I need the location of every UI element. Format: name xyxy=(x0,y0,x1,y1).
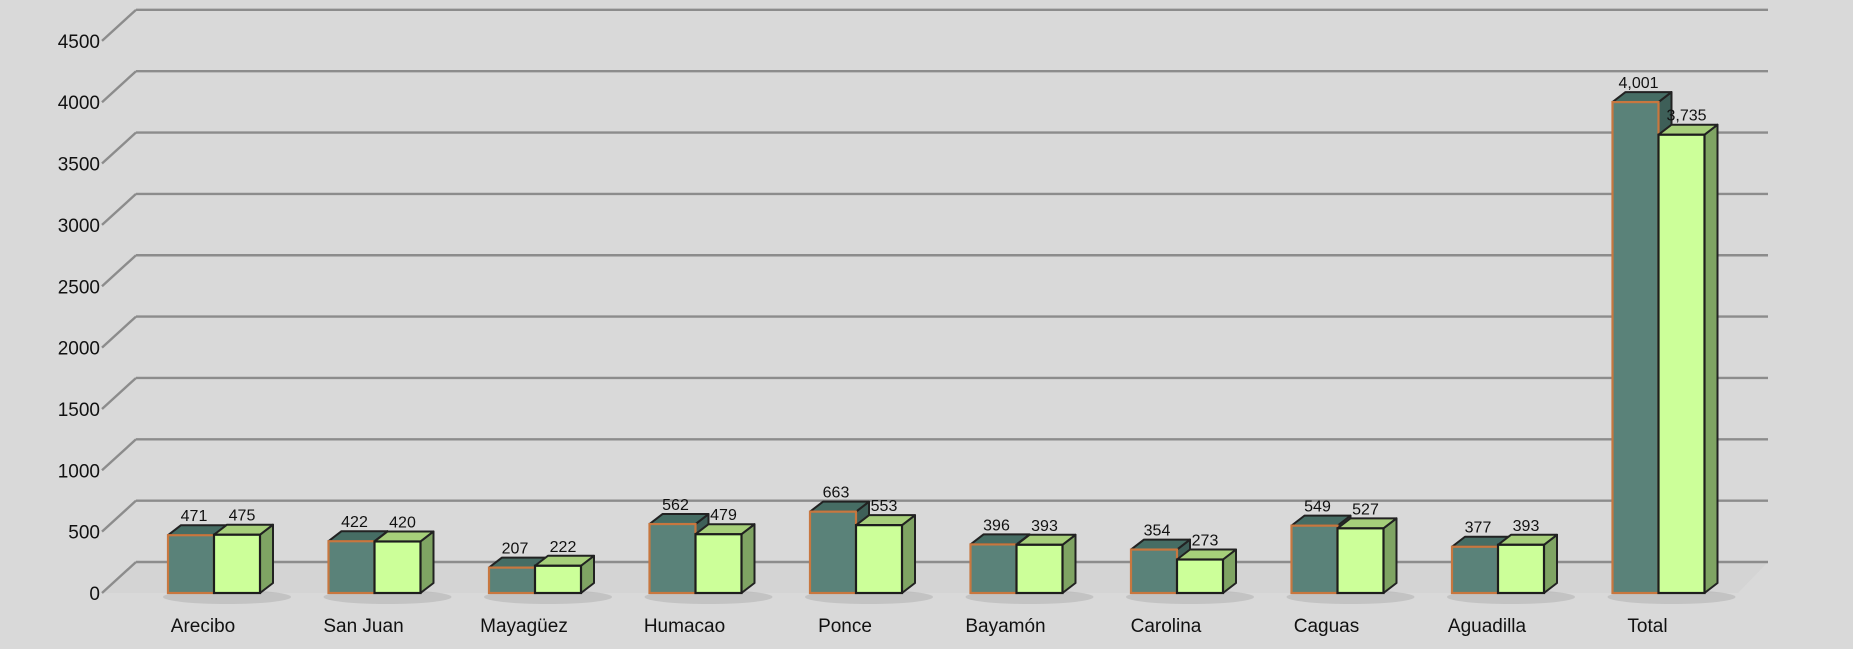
data-label-series-1: 354 xyxy=(1144,523,1171,540)
bar-front xyxy=(854,524,904,595)
bar-front xyxy=(487,566,537,595)
bar-front xyxy=(212,533,262,595)
gridline-depth xyxy=(101,254,137,288)
bar-front xyxy=(1290,524,1339,595)
data-label-series-2: 475 xyxy=(229,508,256,525)
bar-front xyxy=(327,540,376,595)
bar-front xyxy=(808,510,858,595)
x-category-label: Caguas xyxy=(1294,616,1360,637)
bar-series-2 xyxy=(694,523,756,595)
bar-front xyxy=(694,533,743,595)
y-tick-label: 3000 xyxy=(58,216,100,237)
gridline-depth xyxy=(101,8,137,42)
y-tick-label: 4000 xyxy=(58,93,100,114)
bar-side xyxy=(259,523,274,594)
bar-front xyxy=(969,543,1018,595)
bar-side xyxy=(901,514,916,594)
bar-side xyxy=(740,523,756,594)
y-tick-label: 1500 xyxy=(58,400,100,421)
y-tick-label: 2500 xyxy=(58,277,100,298)
x-category-label: San Juan xyxy=(323,616,403,637)
data-label-series-1: 471 xyxy=(181,508,208,525)
gridline-depth xyxy=(101,561,137,594)
y-tick-label: 500 xyxy=(68,523,100,544)
data-label-series-2: 479 xyxy=(710,507,737,524)
data-label-series-2: 527 xyxy=(1352,501,1379,518)
data-label-series-2: 393 xyxy=(1031,518,1058,535)
y-tick-label: 2000 xyxy=(58,339,100,360)
bar-series-2 xyxy=(373,530,435,595)
x-category-label: Aguadilla xyxy=(1448,616,1527,637)
data-label-series-1: 562 xyxy=(662,497,689,514)
data-label-series-2: 273 xyxy=(1192,533,1219,550)
gridline-depth xyxy=(101,377,137,410)
bars-layer xyxy=(166,91,1719,595)
gridline-depth xyxy=(101,438,137,472)
x-category-label: Ponce xyxy=(818,616,872,637)
data-label-series-1: 663 xyxy=(823,485,850,502)
gridline-depth xyxy=(101,131,137,165)
bar-series-2 xyxy=(1336,517,1398,595)
gridline-depth xyxy=(101,70,137,104)
gridline-depth xyxy=(101,193,137,226)
x-category-label: Arecibo xyxy=(171,616,235,637)
y-tick-label: 0 xyxy=(89,584,100,605)
bar-front xyxy=(373,540,422,595)
bar-series-2 xyxy=(1496,533,1558,595)
bar-side xyxy=(1703,123,1719,594)
y-tick-label: 3500 xyxy=(58,155,100,176)
y-tick-label: 1000 xyxy=(58,461,100,482)
bar-front xyxy=(1129,548,1179,595)
bar-front xyxy=(1611,100,1660,595)
bar-front xyxy=(533,564,583,595)
gridline-depth xyxy=(101,315,137,349)
bar-front xyxy=(1336,527,1385,595)
bar-series-2 xyxy=(1175,548,1237,595)
gridline-depth xyxy=(101,499,137,533)
bar-side xyxy=(1382,517,1398,594)
data-label-series-1: 549 xyxy=(1304,499,1331,516)
data-label-series-2: 3,735 xyxy=(1666,108,1706,125)
y-tick-label: 4500 xyxy=(58,32,100,53)
grid-layer xyxy=(101,8,1768,594)
data-label-series-1: 4,001 xyxy=(1618,75,1658,92)
data-label-series-1: 377 xyxy=(1465,520,1492,537)
data-label-series-2: 222 xyxy=(550,539,577,556)
data-label-series-2: 553 xyxy=(871,498,898,515)
bar-front xyxy=(1450,545,1500,595)
x-category-label: Bayamón xyxy=(965,616,1045,637)
data-label-series-1: 422 xyxy=(341,514,368,531)
data-label-series-2: 393 xyxy=(1513,518,1540,535)
bar-series-2 xyxy=(533,554,595,595)
bar-series-2 xyxy=(212,523,274,595)
bar-front xyxy=(1657,133,1706,595)
x-category-label: Humacao xyxy=(644,616,725,637)
data-label-series-2: 420 xyxy=(389,514,416,531)
bar-front xyxy=(1015,543,1064,595)
bar-front xyxy=(166,534,216,595)
x-category-label: Total xyxy=(1627,616,1667,637)
data-label-series-1: 207 xyxy=(502,541,529,558)
labels-layer: 0 500 1000 1500 2000 2500 3000 3500 4000 4500 471 4… xyxy=(58,32,1707,637)
bar-series-2 xyxy=(1015,533,1077,595)
data-label-series-1: 396 xyxy=(983,517,1010,534)
bar-front xyxy=(1496,543,1546,595)
bar-front xyxy=(1175,558,1225,595)
bar-series-2 xyxy=(1657,123,1719,595)
x-category-label: Mayagüez xyxy=(480,616,568,637)
bar-front xyxy=(648,522,697,595)
x-category-label: Carolina xyxy=(1131,616,1202,637)
bar-series-2 xyxy=(854,514,916,595)
